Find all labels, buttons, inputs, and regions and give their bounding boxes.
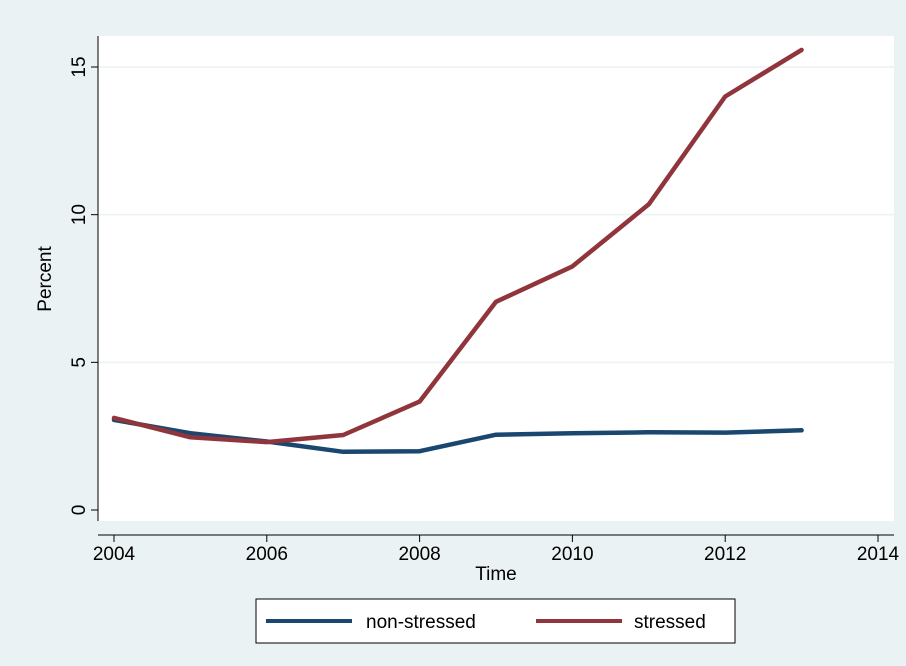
- grid-lines: [98, 66, 894, 364]
- x-tick-label-2006: 2006: [246, 544, 288, 565]
- y-tick-label-0: 0: [69, 505, 90, 516]
- axes: 0 5 10 15 2004 2006 2008 2010 2012 2014: [69, 36, 900, 565]
- legend-label-non-stressed: non-stressed: [366, 612, 476, 633]
- x-tick-label-2012: 2012: [704, 544, 746, 565]
- x-tick-label-2004: 2004: [93, 544, 136, 565]
- plot-area: [98, 36, 894, 521]
- y-tick-label-5: 5: [69, 357, 90, 368]
- y-axis-title: Percent: [35, 246, 56, 312]
- x-axis-title: Time: [475, 564, 517, 585]
- series-line-non-stressed: [111, 417, 804, 455]
- x-tick-label-2014: 2014: [857, 544, 900, 565]
- legend-label-stressed: stressed: [634, 612, 706, 633]
- legend: non-stressed stressed: [255, 598, 736, 644]
- x-tick-label-2008: 2008: [398, 544, 440, 565]
- y-tick-label-10: 10: [69, 204, 90, 225]
- x-tick-label-2010: 2010: [551, 544, 593, 565]
- series-line-stressed: [111, 47, 804, 445]
- series-lines: [111, 47, 804, 455]
- y-tick-label-15: 15: [69, 56, 90, 77]
